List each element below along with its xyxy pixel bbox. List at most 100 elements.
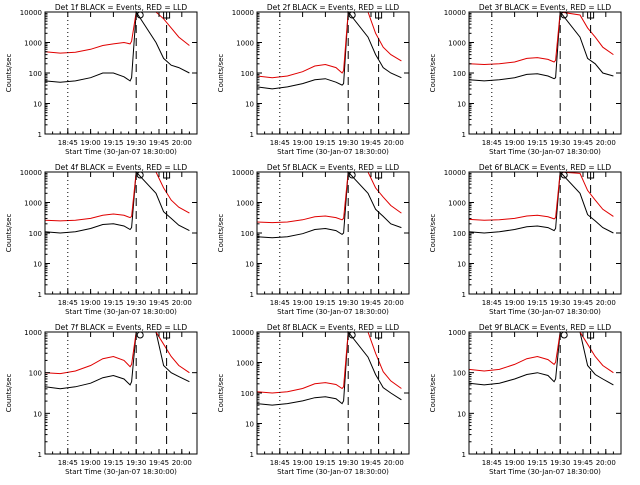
x-tick-label: 19:45: [573, 299, 593, 307]
y-tick-label: 1000: [448, 200, 466, 208]
x-axis-label: Start Time (30-Jan-07 18:30:00): [489, 148, 601, 156]
series-line-lld: [44, 331, 190, 375]
y-tick-label: 100: [29, 70, 42, 78]
series-line-lld: [44, 171, 190, 222]
x-axis-label: Start Time (30-Jan-07 18:30:00): [489, 468, 601, 476]
x-axis-label: Start Time (30-Jan-07 18:30:00): [65, 308, 177, 316]
x-tick-label: 19:00: [81, 139, 101, 147]
y-axis-label: Counts/sec: [429, 214, 437, 253]
series-line-events: [256, 170, 402, 239]
y-tick-label: 10: [33, 101, 42, 109]
series-line-lld: [468, 171, 614, 221]
x-tick-label: 18:45: [482, 299, 502, 307]
y-tick-label: 10: [457, 101, 466, 109]
detector-panel-2: 1 10 100 1000 10000 18:45 19:00 19:15 19:30 19:45…: [217, 3, 410, 156]
x-axis-label: Start Time (30-Jan-07 18:30:00): [277, 308, 389, 316]
panel-title: Det 3f BLACK = Events, RED = LLD: [479, 3, 612, 12]
detector-panel-3: 1 10 100 1000 10000 18:45 19:00 19:15 19:30 19:45…: [429, 3, 622, 156]
y-tick-label: 100: [241, 70, 254, 78]
x-tick-label: 20:00: [596, 459, 616, 467]
y-tick-label: 100: [453, 230, 466, 238]
x-tick-label: 20:00: [172, 459, 192, 467]
y-tick-label: 1: [250, 291, 254, 299]
series-line-events: [256, 10, 402, 90]
y-tick-label: 10: [245, 101, 254, 109]
marker-circle-icon: [136, 171, 144, 179]
panel-title: Det 9f BLACK = Events, RED = LLD: [479, 323, 612, 332]
y-tick-label: 1000: [236, 360, 254, 368]
x-axis-label: Start Time (30-Jan-07 18:30:00): [65, 468, 177, 476]
y-tick-label: 1000: [24, 329, 42, 337]
x-tick-label: 18:45: [482, 139, 502, 147]
y-tick-label: 1: [462, 451, 466, 459]
x-tick-label: 19:45: [361, 459, 381, 467]
y-tick-label: 100: [29, 370, 42, 378]
y-tick-label: 1000: [236, 200, 254, 208]
series-line-lld: [256, 171, 402, 224]
marker-circle-icon: [348, 171, 356, 179]
panel-title: Det 8f BLACK = Events, RED = LLD: [267, 323, 400, 332]
y-tick-label: 1000: [24, 40, 42, 48]
y-tick-label: 10: [457, 261, 466, 269]
x-tick-label: 18:45: [482, 459, 502, 467]
x-tick-label: 19:30: [338, 299, 358, 307]
series-line-lld: [468, 11, 614, 66]
y-tick-label: 10: [33, 261, 42, 269]
y-axis-label: Counts/sec: [5, 54, 13, 93]
x-tick-label: 20:00: [596, 139, 616, 147]
y-axis-label: Counts/sec: [429, 54, 437, 93]
x-tick-label: 19:00: [293, 299, 313, 307]
x-tick-label: 19:45: [149, 139, 169, 147]
x-tick-label: 19:30: [126, 139, 146, 147]
y-axis-label: Counts/sec: [217, 54, 225, 93]
series-line-events: [44, 170, 190, 234]
y-axis-label: Counts/sec: [5, 214, 13, 253]
panel-title: Det 7f BLACK = Events, RED = LLD: [55, 323, 188, 332]
y-tick-label: 10000: [232, 169, 254, 177]
y-tick-label: 1: [38, 291, 42, 299]
x-tick-label: 19:15: [315, 459, 335, 467]
detector-panel-6: 1 10 100 1000 10000 18:45 19:00 19:15 19:30 19:45…: [429, 163, 622, 316]
series-line-lld: [44, 11, 190, 54]
y-tick-label: 1000: [236, 40, 254, 48]
x-tick-label: 19:15: [315, 139, 335, 147]
panel-title: Det 1f BLACK = Events, RED = LLD: [55, 3, 188, 12]
x-tick-label: 18:45: [58, 459, 78, 467]
y-tick-label: 1: [250, 131, 254, 139]
y-tick-label: 100: [241, 230, 254, 238]
y-tick-label: 10: [457, 410, 466, 418]
x-tick-label: 19:45: [149, 459, 169, 467]
panel-title: Det 2f BLACK = Events, RED = LLD: [267, 3, 400, 12]
x-tick-label: 20:00: [384, 139, 404, 147]
y-tick-label: 100: [29, 230, 42, 238]
x-axis-label: Start Time (30-Jan-07 18:30:00): [277, 468, 389, 476]
y-tick-label: 10: [33, 410, 42, 418]
x-tick-label: 19:30: [550, 299, 570, 307]
marker-circle-icon: [136, 331, 144, 339]
x-tick-label: 20:00: [384, 459, 404, 467]
x-tick-label: 20:00: [172, 139, 192, 147]
x-tick-label: 19:15: [103, 459, 123, 467]
detector-panel-4: 1 10 100 1000 10000 18:45 19:00 19:15 19:30 19:45…: [5, 163, 198, 316]
x-tick-label: 19:00: [505, 139, 525, 147]
y-axis-label: Counts/sec: [217, 374, 225, 413]
x-tick-label: 19:00: [81, 299, 101, 307]
marker-circle-icon: [560, 331, 568, 339]
x-tick-label: 19:15: [527, 459, 547, 467]
series-line-events: [468, 331, 614, 386]
x-tick-label: 19:00: [293, 459, 313, 467]
x-tick-label: 19:30: [550, 139, 570, 147]
x-tick-label: 19:15: [315, 299, 335, 307]
series-line-events: [256, 330, 402, 406]
x-tick-label: 19:15: [527, 139, 547, 147]
y-axis-label: Counts/sec: [429, 374, 437, 413]
detector-panel-9: 1 10 100 1000 18:45 19:00 19:15 19:30 19:45 20:00…: [429, 323, 622, 476]
y-tick-label: 1: [250, 451, 254, 459]
x-axis-label: Start Time (30-Jan-07 18:30:00): [277, 148, 389, 156]
x-tick-label: 18:45: [58, 139, 78, 147]
y-tick-label: 10000: [232, 329, 254, 337]
detector-panel-1: 1 10 100 1000 10000 18:45 19:00 19:15 19:30 19:45…: [5, 3, 198, 156]
x-tick-label: 19:00: [505, 299, 525, 307]
